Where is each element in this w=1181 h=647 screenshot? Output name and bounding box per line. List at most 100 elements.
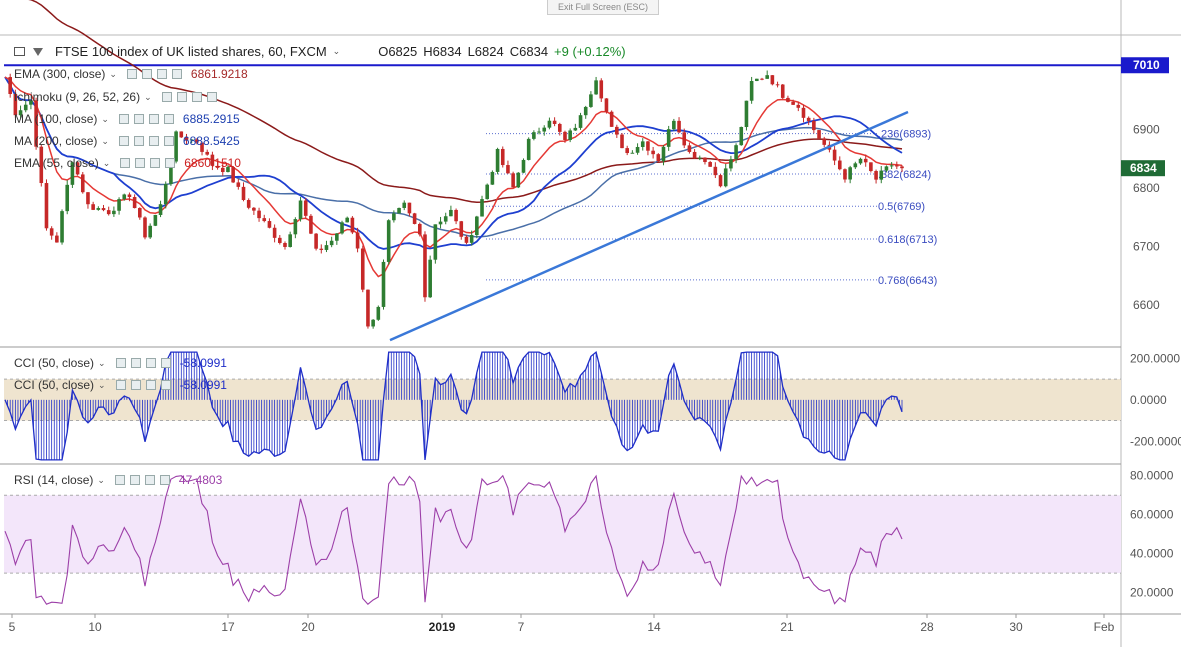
candle-body (615, 126, 619, 135)
settings-icon[interactable] (130, 380, 141, 390)
candle-body (599, 80, 604, 99)
candle-body (376, 306, 381, 320)
candle-body (428, 259, 432, 298)
add-icon[interactable] (145, 380, 156, 390)
candle-body (677, 120, 681, 133)
chevron-down-icon[interactable]: ⌄ (102, 157, 111, 168)
add-icon[interactable] (148, 136, 159, 146)
time-tick-label: 28 (920, 620, 934, 634)
exit-fullscreen-button[interactable]: Exit Full Screen (ESC) (547, 0, 659, 15)
eye-icon[interactable] (114, 475, 125, 485)
candle-body (8, 77, 12, 94)
close-icon[interactable] (163, 136, 174, 146)
indicator-row[interactable]: Ichimoku (9, 26, 52, 26) ⌄ (14, 90, 218, 104)
candle-body (780, 84, 785, 98)
indicator-name[interactable]: RSI (14, close) (14, 473, 94, 487)
settings-icon[interactable] (135, 158, 146, 168)
close-icon[interactable] (171, 69, 182, 79)
candle-body (371, 319, 375, 327)
candle-body (749, 81, 754, 101)
indicator-row[interactable]: CCI (50, close) ⌄ -58.0991 (14, 356, 227, 370)
indicator-row[interactable]: RSI (14, close) ⌄ 47.4803 (14, 473, 222, 487)
candle-body (329, 240, 334, 246)
candle-body (682, 132, 687, 146)
settings-icon[interactable] (133, 114, 144, 124)
close-icon[interactable] (160, 358, 171, 368)
indicator-row[interactable]: MA (100, close) ⌄ 6885.2915 (14, 112, 240, 126)
chevron-down-icon[interactable]: ⌄ (109, 68, 117, 79)
chevron-down-icon[interactable]: ⌄ (101, 113, 109, 124)
eye-icon[interactable] (115, 380, 126, 390)
settings-icon[interactable] (141, 69, 152, 79)
fib-level-label: .382(6824) (878, 169, 931, 181)
close-icon[interactable] (160, 380, 171, 390)
indicator-row[interactable]: MA (200, close) ⌄ 6888.5425 (14, 134, 240, 148)
indicator-value: 6860.1510 (184, 156, 241, 170)
chevron-down-icon[interactable]: ⌄ (97, 474, 105, 485)
fib-level-label: 0.768(6643) (878, 275, 937, 287)
settings-icon[interactable] (133, 136, 144, 146)
add-icon[interactable] (156, 69, 167, 79)
candle-body (443, 216, 448, 222)
close-icon[interactable] (206, 92, 217, 102)
eye-icon[interactable] (161, 92, 172, 102)
fib-level-label: 0.618(6713) (878, 234, 937, 246)
time-tick-label: 20 (301, 620, 315, 634)
candle-body (703, 157, 707, 163)
candle-body (454, 209, 458, 222)
indicator-row[interactable]: EMA (55, close) ⌄ 6860.1510 (14, 156, 241, 170)
candle-body (692, 151, 697, 159)
candle-body (34, 100, 38, 147)
indicator-name[interactable]: EMA (300, close) (14, 67, 106, 81)
indicator-name[interactable]: CCI (50, close) (14, 356, 95, 370)
close-icon[interactable] (159, 475, 170, 485)
candle-body (817, 130, 821, 139)
symbol-title[interactable]: FTSE 100 index of UK listed shares, 60, … (55, 44, 327, 59)
dropdown-icon[interactable] (33, 47, 43, 56)
candle-body (848, 167, 852, 180)
indicator-name[interactable]: EMA (55, close) (14, 156, 99, 170)
candle-body (573, 127, 578, 131)
indicator-row[interactable]: EMA (300, close) ⌄ 6861.9218 (14, 67, 248, 81)
time-tick-label: 2019 (429, 620, 456, 634)
candle-body (583, 106, 588, 116)
collapse-icon[interactable] (14, 47, 25, 56)
candle-body (874, 171, 878, 180)
eye-icon[interactable] (126, 69, 137, 79)
eye-icon[interactable] (115, 358, 126, 368)
chevron-down-icon[interactable]: ⌄ (332, 46, 341, 56)
price-tick-label: 6900 (1133, 123, 1160, 137)
add-icon[interactable] (191, 92, 202, 102)
add-icon[interactable] (148, 114, 159, 124)
fib-level-label: .236(6893) (878, 129, 931, 141)
ma100-line (4, 76, 903, 250)
indicator-name[interactable]: MA (100, close) (14, 112, 98, 126)
settings-icon[interactable] (129, 475, 140, 485)
add-icon[interactable] (145, 358, 156, 368)
indicator-name[interactable]: CCI (50, close) (14, 378, 95, 392)
candle-body (661, 146, 666, 162)
settings-icon[interactable] (176, 92, 187, 102)
eye-icon[interactable] (118, 114, 129, 124)
candle-body (153, 214, 158, 226)
eye-icon[interactable] (120, 158, 131, 168)
add-icon[interactable] (144, 475, 155, 485)
indicator-name[interactable]: MA (200, close) (14, 134, 98, 148)
indicator-row[interactable]: CCI (50, close) ⌄ -58.0991 (14, 378, 227, 392)
chevron-down-icon[interactable]: ⌄ (98, 379, 106, 390)
indicator-name[interactable]: Ichimoku (9, 26, 52, 26) (14, 90, 141, 104)
close-icon[interactable] (163, 114, 174, 124)
chevron-down-icon[interactable]: ⌄ (101, 135, 109, 146)
ema55-line (4, 76, 903, 278)
candle-body (744, 100, 749, 128)
settings-icon[interactable] (130, 358, 141, 368)
close-icon[interactable] (165, 158, 176, 168)
candle-body (127, 194, 132, 198)
add-icon[interactable] (150, 158, 161, 168)
candle-body (272, 227, 277, 238)
candle-body (122, 194, 127, 200)
eye-icon[interactable] (118, 136, 129, 146)
chevron-down-icon[interactable]: ⌄ (144, 91, 152, 102)
chevron-down-icon[interactable]: ⌄ (98, 357, 106, 368)
